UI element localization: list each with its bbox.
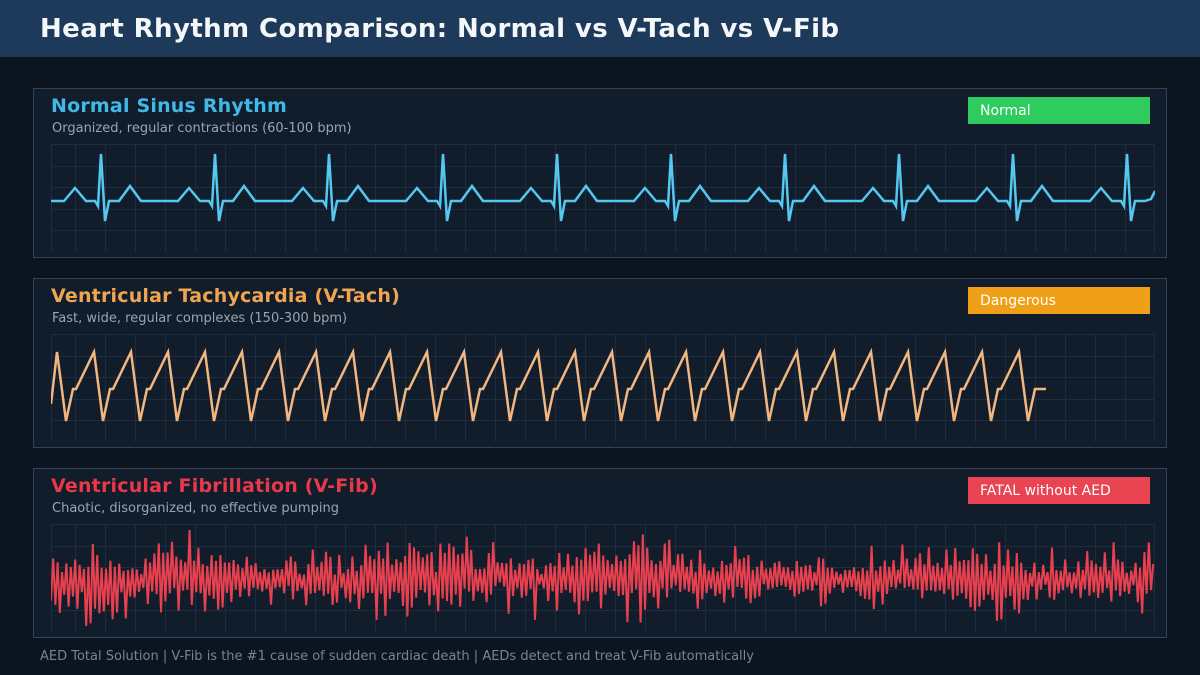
panel-title-normal-sinus: Normal Sinus Rhythm xyxy=(51,95,287,117)
footer: AED Total Solution | V-Fib is the #1 cau… xyxy=(40,649,754,664)
panel-subtitle-normal-sinus: Organized, regular contractions (60-100 … xyxy=(52,121,352,136)
page-title: Heart Rhythm Comparison: Normal vs V-Tac… xyxy=(40,13,840,44)
panel-title-vtach: Ventricular Tachycardia (V-Tach) xyxy=(51,285,400,307)
status-badge-dangerous: Dangerous xyxy=(968,287,1150,314)
header-bar: Heart Rhythm Comparison: Normal vs V-Tac… xyxy=(0,0,1200,57)
panel-vtach: Ventricular Tachycardia (V-Tach) Fast, w… xyxy=(33,278,1167,448)
ecg-trace-normal-sinus xyxy=(51,144,1157,253)
ecg-trace-vtach xyxy=(49,334,1155,443)
panel-vfib: Ventricular Fibrillation (V-Fib) Chaotic… xyxy=(33,468,1167,638)
panel-normal-sinus: Normal Sinus Rhythm Organized, regular c… xyxy=(33,88,1167,258)
panel-subtitle-vtach: Fast, wide, regular complexes (150-300 b… xyxy=(52,311,348,326)
status-badge-normal: Normal xyxy=(968,97,1150,124)
panel-title-vfib: Ventricular Fibrillation (V-Fib) xyxy=(51,475,378,497)
footer-text: AED Total Solution | V-Fib is the #1 cau… xyxy=(40,649,754,664)
status-badge-fatal: FATAL without AED xyxy=(968,477,1150,504)
panel-subtitle-vfib: Chaotic, disorganized, no effective pump… xyxy=(52,501,339,516)
ecg-chart-vfib xyxy=(50,524,1155,633)
ecg-chart-normal-sinus xyxy=(51,144,1157,253)
ecg-trace-vfib xyxy=(50,524,1155,633)
ecg-chart-vtach xyxy=(49,334,1155,443)
